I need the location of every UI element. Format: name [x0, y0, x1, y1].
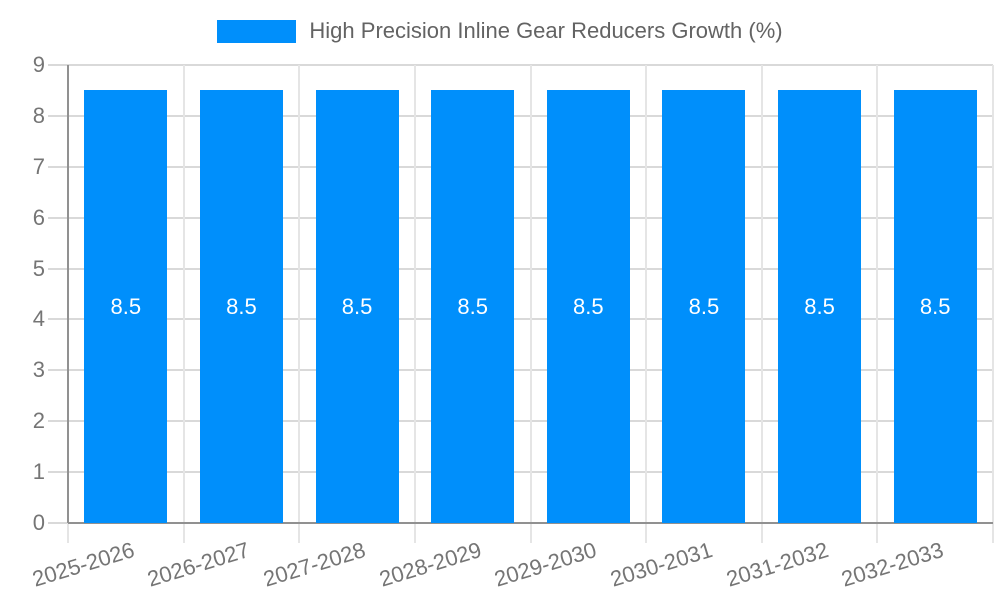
gridline-h — [48, 114, 993, 117]
bar[interactable]: 8.5 — [315, 90, 399, 523]
y-tick-label: 1 — [32, 459, 45, 485]
bar[interactable]: 8.5 — [84, 90, 168, 523]
y-tick-label: 5 — [32, 255, 45, 281]
bar[interactable]: 8.5 — [893, 90, 977, 523]
bar[interactable]: 8.5 — [546, 90, 630, 523]
bar-value-label: 8.5 — [110, 293, 142, 319]
y-tick-label: 2 — [32, 408, 45, 434]
gridline-v — [529, 65, 532, 543]
y-tick-label: 4 — [32, 306, 45, 332]
gridline-h — [48, 369, 993, 372]
bar[interactable]: 8.5 — [778, 90, 862, 523]
bar-value-label: 8.5 — [688, 293, 720, 319]
bar-value-label: 8.5 — [919, 293, 951, 319]
gridline-v — [298, 65, 301, 543]
y-tick-label: 8 — [32, 102, 45, 128]
bar-value-label: 8.5 — [226, 293, 257, 319]
bar[interactable]: 8.5 — [199, 90, 283, 523]
gridline-h — [48, 420, 993, 423]
gridline-h — [48, 318, 993, 321]
y-axis-line — [67, 65, 69, 523]
gridline-h — [48, 216, 993, 219]
y-tick-label: 3 — [32, 357, 45, 383]
gridline-h — [48, 64, 993, 66]
y-tick-label: 9 — [32, 52, 45, 77]
legend-swatch — [217, 19, 297, 43]
bar-value-label: 8.5 — [457, 293, 488, 319]
gridline-v — [182, 65, 185, 543]
bar-value-label: 8.5 — [573, 293, 604, 319]
gridline-v — [645, 65, 648, 543]
y-tick-label: 0 — [32, 510, 45, 535]
gridline-h — [48, 165, 993, 168]
y-tick-label: 6 — [32, 204, 45, 230]
gridline-v — [992, 65, 994, 543]
chart-legend: High Precision Inline Gear Reducers Grow… — [0, 18, 1000, 44]
bar[interactable]: 8.5 — [662, 90, 746, 523]
gridline-h — [48, 471, 993, 474]
y-tick-label: 7 — [32, 153, 45, 179]
gridline-h — [48, 267, 993, 270]
bar-value-label: 8.5 — [341, 293, 373, 319]
legend-label: High Precision Inline Gear Reducers Grow… — [309, 18, 783, 43]
bar[interactable]: 8.5 — [431, 90, 515, 523]
x-axis-line — [68, 522, 993, 524]
bar-value-label: 8.5 — [804, 293, 835, 319]
gridline-v — [413, 65, 416, 543]
gridline-v — [760, 65, 763, 543]
gridline-v — [876, 65, 879, 543]
